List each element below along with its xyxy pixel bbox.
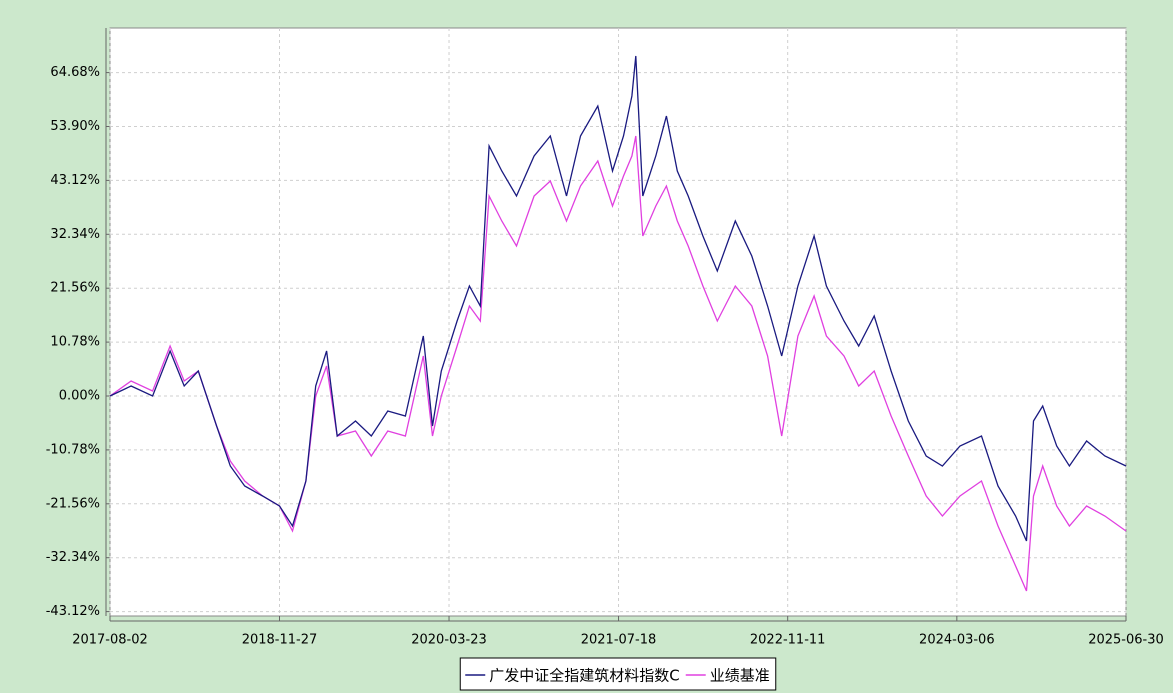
y-tick-label: -32.34% [46, 550, 100, 565]
x-tick-label: 2024-03-06 [919, 633, 995, 648]
y-tick-label: 43.12% [50, 173, 100, 188]
x-tick-label: 2018-11-27 [242, 633, 318, 648]
legend-box [459, 657, 777, 691]
x-tick-label: 2025-06-30 [1088, 633, 1164, 648]
plot-area [109, 27, 1127, 617]
series-line [109, 55, 1127, 542]
y-tick-label: 0.00% [59, 389, 100, 404]
legend: 广发中证全指建筑材料指数C 业绩基准 [459, 657, 777, 691]
x-tick-label: 2021-07-18 [581, 633, 657, 648]
y-tick-label: 32.34% [50, 227, 100, 242]
y-tick-label: 21.56% [50, 281, 100, 296]
y-tick-label: 53.90% [50, 119, 100, 134]
y-tick-label: 64.68% [50, 65, 100, 80]
x-tick-label: 2017-08-02 [72, 633, 148, 648]
y-tick-label: -10.78% [46, 442, 100, 457]
y-tick-label: -21.56% [46, 496, 100, 511]
y-tick-label: 10.78% [50, 335, 100, 350]
x-tick-label: 2022-11-11 [750, 633, 826, 648]
legend-label: 广发中证全指建筑材料指数C [489, 667, 679, 685]
x-tick-label: 2020-03-23 [411, 633, 487, 648]
legend-label: 业绩基准 [710, 667, 770, 685]
y-tick-label: -43.12% [46, 604, 100, 619]
